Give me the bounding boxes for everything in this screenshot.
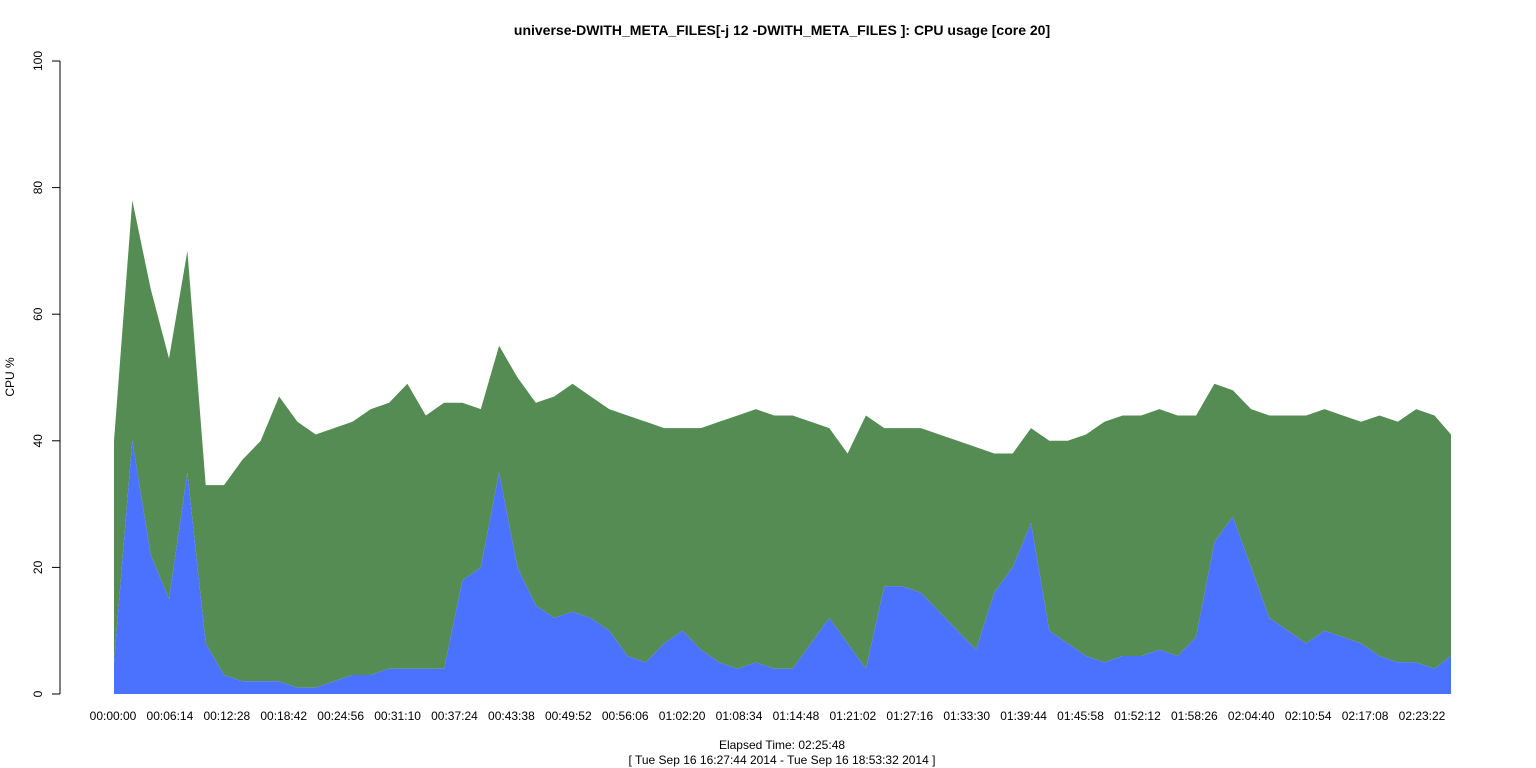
x-tick-label: 00:37:24 (431, 709, 478, 723)
y-tick-label: 20 (31, 560, 45, 574)
x-tick-label: 00:24:56 (317, 709, 364, 723)
x-tick-label: 00:06:14 (147, 709, 194, 723)
y-tick-label: 0 (31, 690, 45, 697)
x-tick-label: 01:39:44 (1000, 709, 1047, 723)
y-tick-label: 40 (31, 434, 45, 448)
chart-title: universe-DWITH_META_FILES[-j 12 -DWITH_M… (514, 22, 1050, 38)
x-tick-label: 00:43:38 (488, 709, 535, 723)
x-tick-label: 01:45:58 (1057, 709, 1104, 723)
series-area-lower (114, 440, 1451, 694)
x-tick-label: 01:58:26 (1171, 709, 1218, 723)
x-tick-label: 01:33:30 (943, 709, 990, 723)
x-tick-label: 01:02:20 (659, 709, 706, 723)
x-tick-label: 00:56:06 (602, 709, 649, 723)
x-tick-label: 00:49:52 (545, 709, 592, 723)
y-tick-label: 60 (31, 307, 45, 321)
x-axis-subtitle: [ Tue Sep 16 16:27:44 2014 - Tue Sep 16 … (629, 753, 936, 767)
x-axis-title: Elapsed Time: 02:25:48 (719, 738, 845, 752)
x-tick-label: 01:21:02 (830, 709, 877, 723)
x-tick-label: 00:31:10 (374, 709, 421, 723)
x-tick-label: 01:14:48 (773, 709, 820, 723)
x-tick-label: 00:00:00 (90, 709, 137, 723)
x-tick-label: 01:27:16 (886, 709, 933, 723)
plot-area (114, 200, 1451, 694)
series-area-upper (114, 200, 1451, 688)
x-tick-label: 01:08:34 (716, 709, 763, 723)
x-tick-label: 00:12:28 (203, 709, 250, 723)
y-axis-title: CPU % (3, 357, 17, 397)
x-tick-label: 02:04:40 (1228, 709, 1275, 723)
x-tick-label: 02:17:08 (1342, 709, 1389, 723)
axes: 0 20 40 60 80 100 00:00:00 00:06:14 00:12:28 00:1… (31, 51, 1446, 723)
x-tick-label: 02:23:22 (1399, 709, 1446, 723)
y-tick-label: 80 (31, 181, 45, 195)
x-tick-label: 01:52:12 (1114, 709, 1161, 723)
x-tick-label: 00:18:42 (260, 709, 307, 723)
x-tick-label: 02:10:54 (1285, 709, 1332, 723)
y-tick-label: 100 (31, 51, 45, 71)
